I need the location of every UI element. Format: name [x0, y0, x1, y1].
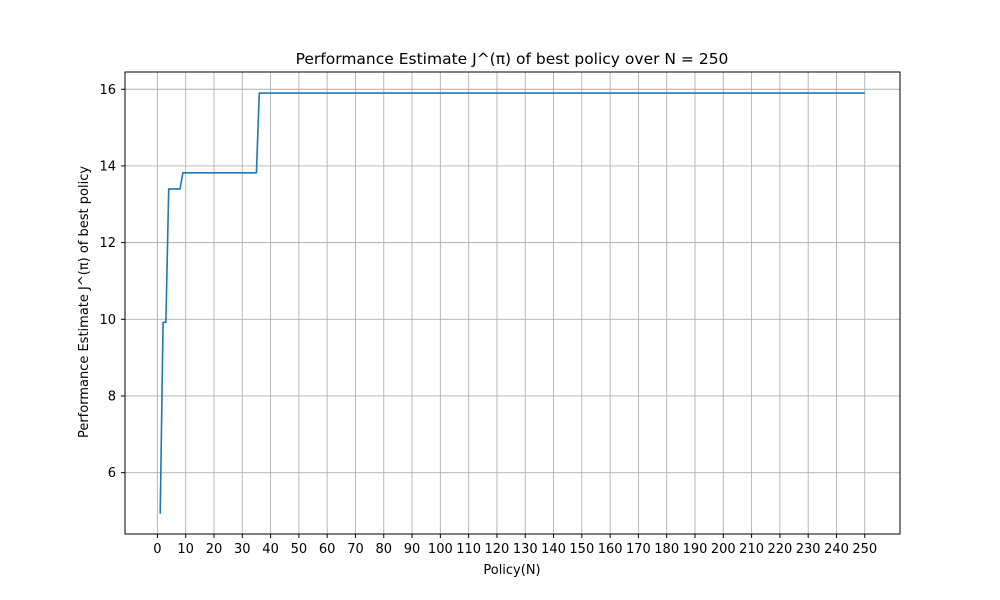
y-tick-label: 12 [99, 236, 116, 251]
x-tick-label: 0 [153, 542, 161, 557]
x-tick-label: 40 [262, 542, 279, 557]
x-tick-label: 80 [375, 542, 392, 557]
x-tick-label: 210 [739, 542, 764, 557]
x-tick-label: 110 [456, 542, 481, 557]
x-tick-label: 170 [626, 542, 651, 557]
x-tick-label: 250 [852, 542, 877, 557]
x-tick-label: 20 [206, 542, 223, 557]
x-tick-label: 70 [347, 542, 364, 557]
x-tick-label: 130 [513, 542, 538, 557]
data-series [159, 92, 865, 514]
series-line [159, 92, 865, 514]
x-tick-label: 90 [404, 542, 421, 557]
y-tick-label: 14 [99, 159, 116, 174]
x-axis-label: Policy(N) [483, 563, 540, 578]
x-tick-label: 230 [796, 542, 821, 557]
x-axis-ticks: 0 10 20 30 40 50 60 70 80 90 100 110 120 130 140 150 160… [153, 534, 877, 557]
x-tick-label: 10 [177, 542, 194, 557]
y-tick-label: 16 [99, 83, 116, 98]
x-tick-label: 220 [767, 542, 792, 557]
y-tick-label: 10 [99, 313, 116, 328]
chart-title: Performance Estimate J^(π) of best polic… [296, 50, 729, 68]
plot-frame [124, 71, 901, 535]
y-tick-label: 6 [108, 466, 116, 481]
x-tick-label: 180 [654, 542, 679, 557]
x-tick-label: 100 [428, 542, 453, 557]
x-tick-label: 150 [569, 542, 594, 557]
x-tick-label: 30 [234, 542, 251, 557]
y-tick-label: 8 [108, 389, 116, 404]
x-tick-label: 240 [824, 542, 849, 557]
y-axis-ticks: 6 8 10 12 14 16 [99, 83, 125, 481]
x-tick-label: 160 [598, 542, 623, 557]
x-tick-label: 50 [291, 542, 308, 557]
x-tick-label: 190 [683, 542, 708, 557]
grid-lines [125, 72, 900, 534]
y-axis-label: Performance Estimate J^(π) of best polic… [77, 166, 92, 438]
x-tick-label: 140 [541, 542, 566, 557]
x-tick-label: 60 [319, 542, 336, 557]
x-tick-label: 200 [711, 542, 736, 557]
x-tick-label: 120 [485, 542, 510, 557]
